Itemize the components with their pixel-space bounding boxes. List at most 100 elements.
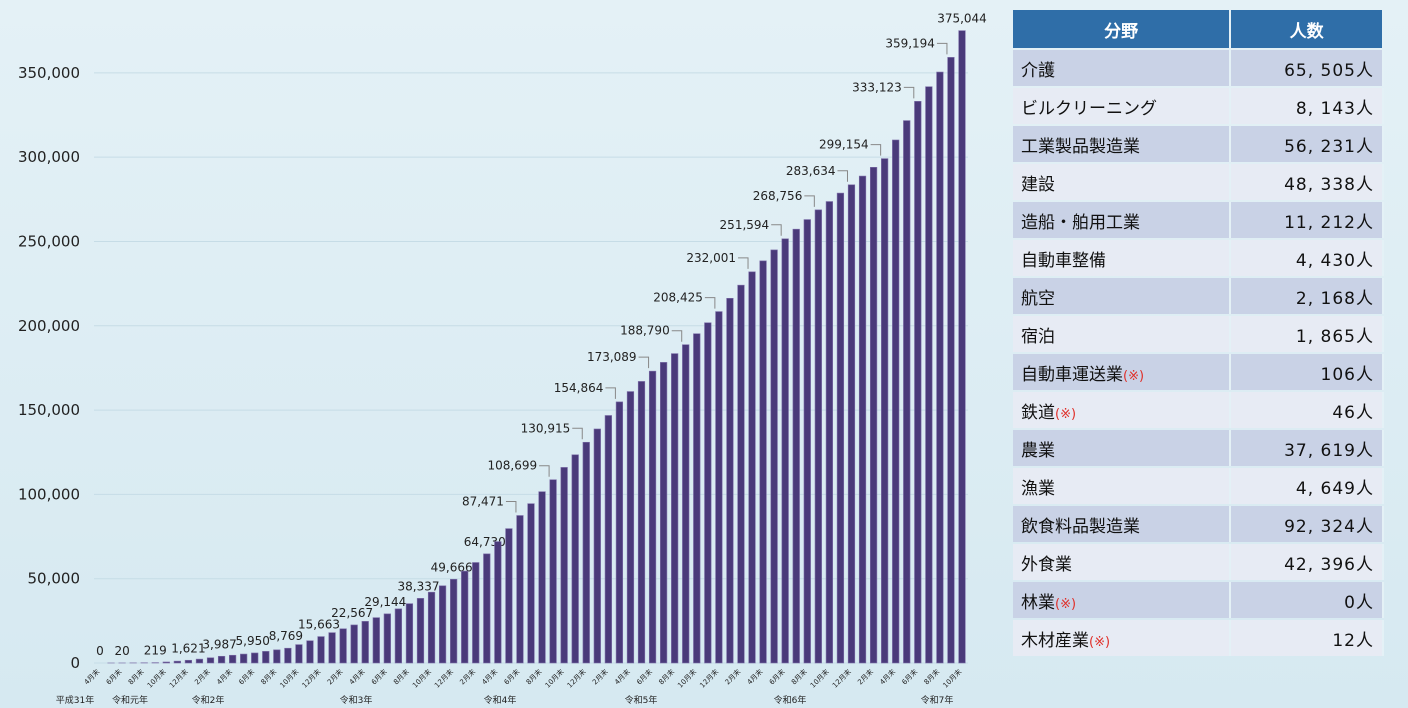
- x-tick-group: 8月末: [657, 667, 676, 686]
- bar: [273, 649, 281, 664]
- bar: [759, 260, 767, 664]
- table-row: 建設 48, 338人: [1013, 164, 1384, 200]
- field-note: (※): [1055, 406, 1077, 422]
- field-name: 工業製品製造業: [1021, 136, 1140, 157]
- bar: [195, 658, 204, 664]
- table-row: 鉄道(※) 46人: [1013, 392, 1384, 428]
- count-cell: 2, 168人: [1231, 278, 1384, 314]
- field-cell: 外食業: [1013, 544, 1232, 580]
- leader-line: [638, 356, 650, 369]
- leader-line: [505, 501, 517, 513]
- bar: [637, 381, 646, 664]
- x-tick-label: 10月末: [543, 667, 566, 690]
- bar: [803, 219, 811, 664]
- count-cell: 11, 212人: [1231, 202, 1384, 238]
- table-row: 農業 37, 619人: [1013, 430, 1384, 466]
- data-label: 219: [144, 644, 167, 658]
- field-table: 分野 人数 介護 65, 505人 ビルクリーニング 8, 143人 工業製品製造業 56…: [1013, 8, 1384, 658]
- x-tick-label: 2月末: [193, 667, 212, 686]
- table-row: 介護 65, 505人: [1013, 50, 1384, 86]
- y-tick-label: 300,000: [18, 148, 80, 166]
- x-tick-label: 6月末: [104, 667, 123, 686]
- x-tick-label: 4月末: [745, 667, 764, 686]
- bar: [372, 617, 380, 664]
- bar: [229, 654, 237, 664]
- data-label: 130,915: [521, 421, 571, 435]
- x-tick-group: 8月末: [922, 667, 941, 686]
- data-label: 375,044: [937, 12, 987, 26]
- bar: [328, 632, 336, 664]
- x-tick-group: 10月末: [145, 667, 168, 690]
- leader-line: [738, 257, 749, 269]
- x-tick-group: 8月末: [391, 667, 410, 686]
- count-cell: 56, 231人: [1231, 126, 1384, 162]
- field-cell: 工業製品製造業: [1013, 126, 1232, 162]
- field-name: 自動車整備: [1021, 250, 1106, 271]
- field-name: 介護: [1021, 60, 1055, 81]
- bar: [903, 120, 911, 664]
- bar: [881, 158, 889, 664]
- field-name: 漁業: [1021, 478, 1055, 499]
- data-label: 154,864: [554, 381, 604, 395]
- x-tick-label: 12月末: [565, 667, 588, 690]
- x-tick-group: 8月末: [126, 667, 145, 686]
- x-tick-label: 4月末: [82, 667, 101, 686]
- bar: [737, 284, 745, 664]
- bar: [262, 651, 270, 664]
- x-tick-label: 12月末: [167, 667, 190, 690]
- field-cell: 飲食料品製造業: [1013, 506, 1232, 542]
- field-cell: 漁業: [1013, 468, 1232, 504]
- bar: [947, 57, 955, 664]
- data-label: 38,337: [397, 579, 439, 593]
- bar: [538, 491, 546, 664]
- x-tick-group: 12月末: [167, 667, 190, 690]
- x-tick-group: 4月末: [612, 667, 631, 686]
- field-name: 農業: [1021, 440, 1055, 461]
- table-row: 宿泊 1, 865人: [1013, 316, 1384, 352]
- bar: [958, 30, 966, 664]
- data-label: 5,950: [236, 634, 270, 648]
- table-row: 自動車整備 4, 430人: [1013, 240, 1384, 276]
- field-cell: 木材産業(※): [1013, 620, 1232, 656]
- field-name: 航空: [1021, 288, 1055, 309]
- x-tick-group: 10月末: [410, 667, 433, 690]
- data-label: 108,699: [487, 459, 537, 473]
- field-cell: 林業(※): [1013, 582, 1232, 618]
- bar: [770, 249, 778, 664]
- bar: [671, 353, 679, 664]
- bar: [781, 238, 789, 664]
- x-tick-group: 12月末: [565, 667, 588, 690]
- x-tick-label: 2月末: [856, 667, 875, 686]
- field-cell: 建設: [1013, 164, 1232, 200]
- x-tick-group: 12月末: [300, 667, 323, 690]
- x-tick-label: 8月末: [789, 667, 808, 686]
- field-note: (※): [1123, 368, 1145, 384]
- field-name: 林業: [1021, 592, 1055, 613]
- x-tick-group: 4月末: [745, 667, 764, 686]
- year-label: 令和6年: [774, 694, 807, 706]
- field-note: (※): [1055, 596, 1077, 612]
- table-row: 漁業 4, 649人: [1013, 468, 1384, 504]
- bar: [427, 591, 436, 664]
- bar: [461, 570, 469, 664]
- bar: [704, 322, 712, 664]
- bar: [472, 562, 480, 664]
- data-label: 333,123: [852, 80, 902, 94]
- bar: [836, 192, 845, 664]
- x-tick-group: 2月末: [193, 667, 212, 686]
- bar: [726, 298, 734, 664]
- field-note: (※): [1089, 634, 1111, 650]
- x-tick-label: 10月末: [676, 667, 699, 690]
- year-label: 平成31年: [56, 694, 94, 706]
- count-cell: 106人: [1231, 354, 1384, 390]
- x-tick-group: 2月末: [590, 667, 609, 686]
- field-name: 宿泊: [1021, 326, 1055, 347]
- x-tick-label: 6月末: [237, 667, 256, 686]
- y-tick-label: 200,000: [18, 317, 80, 335]
- bar: [217, 655, 226, 664]
- y-tick-label: 250,000: [18, 232, 80, 250]
- data-label: 49,666: [431, 560, 473, 574]
- x-tick-group: 10月末: [676, 667, 699, 690]
- bar: [405, 603, 414, 664]
- bar: [483, 553, 491, 664]
